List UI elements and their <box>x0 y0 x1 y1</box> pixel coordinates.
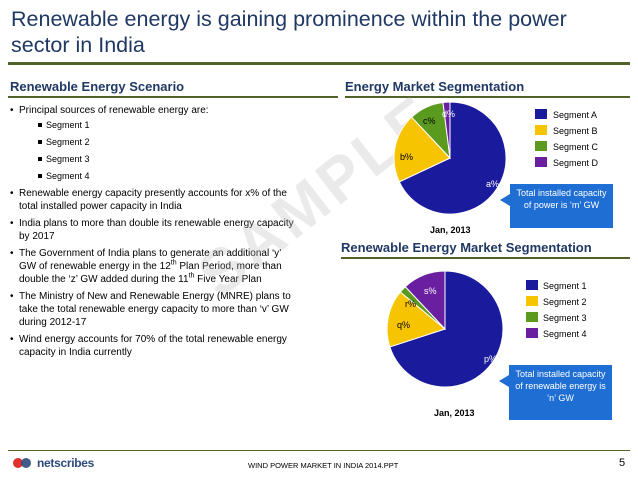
chart1-heading-rule <box>345 96 630 98</box>
pie-slice-label: d% <box>442 109 455 119</box>
pie-slice-label: b% <box>400 152 413 162</box>
title-rule <box>8 62 630 65</box>
sub-bullet-item: Segment 2 <box>19 136 300 149</box>
pie-slice-segment-1 <box>389 270 504 388</box>
bullet-item: Principal sources of renewable energy ar… <box>10 104 300 183</box>
bullet-list: Principal sources of renewable energy ar… <box>10 104 300 363</box>
bullet-text: Five Year Plan <box>194 274 262 285</box>
sub-bullet-list: Segment 1 Segment 2 Segment 3 Segment 4 <box>19 119 300 183</box>
legend-swatch-3 <box>526 312 538 322</box>
bullet-text: The Government of India plans to generat… <box>19 248 282 272</box>
pie-slice-label: q% <box>397 320 410 330</box>
chart1-callout: Total installed capacity of power is ‘m’… <box>500 184 613 228</box>
chart2-date: Jan, 2013 <box>434 408 475 418</box>
slide-title: Renewable energy is gaining prominence w… <box>11 7 567 57</box>
pie-slice-label: r% <box>405 299 416 309</box>
legend-label: Segment B <box>553 126 598 136</box>
legend-swatch-a <box>535 109 547 119</box>
pie-slice-label: s% <box>424 286 437 296</box>
legend-swatch-d <box>535 157 547 167</box>
legend-label: Segment A <box>553 110 597 120</box>
logo-text: netscribes <box>37 456 95 470</box>
chart2-heading: Renewable Energy Market Segmentation <box>341 240 592 255</box>
pie-slice-segment-2 <box>386 291 447 348</box>
page-number: 5 <box>619 457 626 469</box>
legend-label: Segment 1 <box>543 281 587 291</box>
footer-title: WIND POWER MARKET IN INDIA 2014.PPT <box>248 461 399 470</box>
chart2-callout: Total installed capacity of renewable en… <box>499 365 612 420</box>
pie-slice-segment-a <box>398 101 507 215</box>
pie-slice-label: a% <box>486 179 499 189</box>
legend-label: Segment D <box>553 158 599 168</box>
superscript: th <box>188 272 195 280</box>
footer-rule <box>8 450 630 451</box>
legend-label: Segment 2 <box>543 297 587 307</box>
chart2-heading-rule <box>341 257 630 259</box>
chart2-legend: Segment 1 Segment 2 Segment 3 Segment 4 <box>526 280 587 339</box>
logo-icon <box>12 456 34 470</box>
left-panel-heading: Renewable Energy Scenario <box>10 79 185 94</box>
legend-swatch-b <box>535 125 547 135</box>
bullet-item: India plans to more than double its rene… <box>10 217 300 243</box>
pie-slice-label: c% <box>423 116 436 126</box>
pie-slice-segment-b <box>393 116 451 183</box>
sub-bullet-item: Segment 4 <box>19 170 300 183</box>
netscribes-logo: netscribes <box>12 456 94 470</box>
pie-slice-segment-d <box>442 101 451 159</box>
chart1-heading: Energy Market Segmentation <box>345 79 525 94</box>
chart1-legend: Segment A Segment B Segment C Segment D <box>535 109 599 168</box>
pie-slice-label: p% <box>484 354 497 364</box>
legend-label: Segment 4 <box>543 329 587 339</box>
bullet-item: The Ministry of New and Renewable Energy… <box>10 290 300 329</box>
legend-swatch-4 <box>526 328 538 338</box>
legend-swatch-2 <box>526 296 538 306</box>
pie-chart-energy: a% b% c% d% <box>393 101 507 215</box>
sub-bullet-item: Segment 1 <box>19 119 300 132</box>
left-heading-rule <box>8 96 338 98</box>
legend-label: Segment 3 <box>543 313 587 323</box>
bullet-text: Principal sources of renewable energy ar… <box>19 105 209 116</box>
legend-swatch-1 <box>526 280 538 290</box>
bullet-item: The Government of India plans to generat… <box>10 247 300 286</box>
chart1-date: Jan, 2013 <box>430 225 471 235</box>
superscript: th <box>170 259 177 267</box>
pie-slice-segment-4 <box>404 270 446 331</box>
pie-chart-renewable: p% q% r% s% <box>386 270 504 388</box>
bullet-item: Wind energy accounts for 70% of the tota… <box>10 333 300 359</box>
bullet-item: Renewable energy capacity presently acco… <box>10 187 300 213</box>
sub-bullet-item: Segment 3 <box>19 153 300 166</box>
bullet-text: Plan Period, more than double the ‘z’ GW… <box>19 261 282 285</box>
legend-swatch-c <box>535 141 547 151</box>
legend-label: Segment C <box>553 142 599 152</box>
